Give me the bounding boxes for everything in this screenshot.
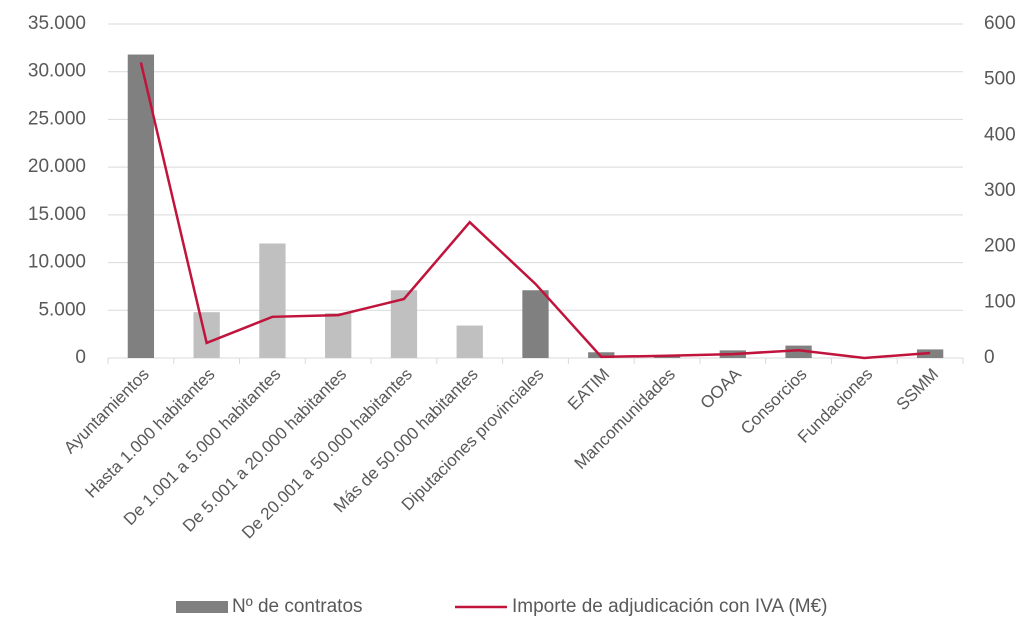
y2-tick-label: 400	[984, 124, 1016, 145]
legend-label: Importe de adjudicación con IVA (M€)	[512, 596, 827, 617]
y-tick-label: 5.000	[38, 299, 86, 320]
y2-tick-label: 0	[984, 347, 995, 368]
legend-label: Nº de contratos	[232, 596, 363, 617]
x-tick-label: Hasta 1.000 habitantes	[82, 365, 219, 502]
y-tick-label: 30.000	[28, 61, 86, 82]
legend-swatch	[176, 601, 228, 613]
x-tick-label: EATIM	[564, 365, 613, 414]
y2-tick-label: 600	[984, 13, 1016, 34]
bar	[522, 290, 549, 358]
x-tick-label: SSMM	[893, 365, 942, 414]
bar	[259, 243, 286, 358]
y2-tick-label: 300	[984, 180, 1016, 201]
line	[139, 62, 931, 360]
y-tick-label: 25.000	[28, 108, 86, 129]
bar	[325, 313, 352, 358]
y-tick-label: 10.000	[28, 252, 86, 273]
bar	[653, 356, 681, 358]
y2-tick-label: 100	[984, 291, 1016, 312]
bar	[193, 312, 220, 358]
bar	[785, 345, 812, 358]
y2-tick-label: 500	[984, 69, 1016, 90]
x-tick-label: OOAA	[697, 364, 746, 413]
bar	[456, 325, 483, 358]
y-tick-label: 15.000	[28, 204, 86, 225]
y-tick-label: 20.000	[28, 156, 86, 177]
y-tick-label: 35.000	[28, 13, 86, 34]
y2-tick-label: 200	[984, 236, 1016, 257]
y-tick-label: 0	[75, 347, 86, 368]
